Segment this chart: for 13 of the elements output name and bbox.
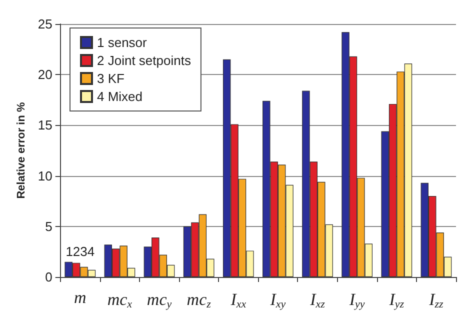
y-axis-title: Relative error in %: [16, 102, 28, 199]
y-tick-label: 10: [38, 168, 52, 184]
legend-label: 3 KF: [97, 71, 125, 86]
legend-label: 4 Mixed: [97, 89, 143, 104]
legend-label: 2 Joint setpoints: [97, 53, 192, 68]
y-tick-label: 0: [45, 270, 52, 284]
x-tick-label: m: [74, 288, 86, 307]
legend-label: 1 sensor: [97, 35, 148, 50]
y-tick-label: 5: [45, 218, 52, 234]
y-tick-label: 15: [38, 118, 52, 133]
y-tick-label: 25: [38, 16, 52, 32]
y-tick-label: 20: [38, 67, 52, 82]
annotation: 1234: [66, 244, 95, 259]
